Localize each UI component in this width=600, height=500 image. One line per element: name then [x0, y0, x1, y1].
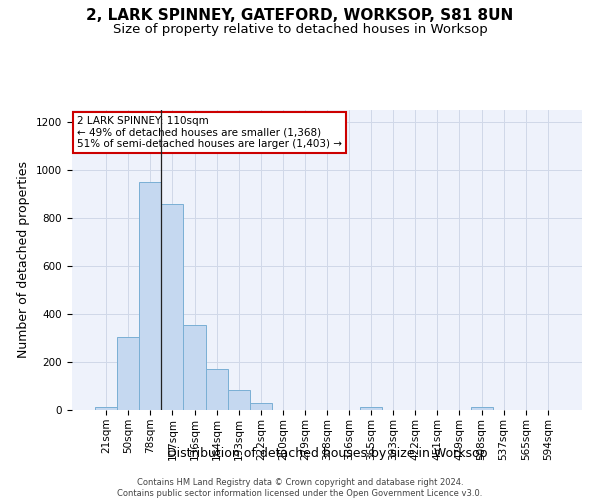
Y-axis label: Number of detached properties: Number of detached properties: [17, 162, 31, 358]
Bar: [184, 325, 206, 410]
Text: 2, LARK SPINNEY, GATEFORD, WORKSOP, S81 8UN: 2, LARK SPINNEY, GATEFORD, WORKSOP, S81 …: [86, 8, 514, 22]
Bar: [360, 407, 382, 410]
Bar: [250, 403, 272, 410]
Bar: [227, 390, 250, 410]
Bar: [206, 369, 227, 410]
Bar: [95, 407, 117, 410]
Text: Size of property relative to detached houses in Worksop: Size of property relative to detached ho…: [113, 22, 487, 36]
Text: 2 LARK SPINNEY: 110sqm
← 49% of detached houses are smaller (1,368)
51% of semi-: 2 LARK SPINNEY: 110sqm ← 49% of detached…: [77, 116, 342, 149]
Text: Contains HM Land Registry data © Crown copyright and database right 2024.
Contai: Contains HM Land Registry data © Crown c…: [118, 478, 482, 498]
Bar: [117, 337, 139, 410]
Bar: [470, 407, 493, 410]
Bar: [139, 182, 161, 410]
Text: Distribution of detached houses by size in Worksop: Distribution of detached houses by size …: [167, 448, 487, 460]
Bar: [161, 204, 184, 410]
